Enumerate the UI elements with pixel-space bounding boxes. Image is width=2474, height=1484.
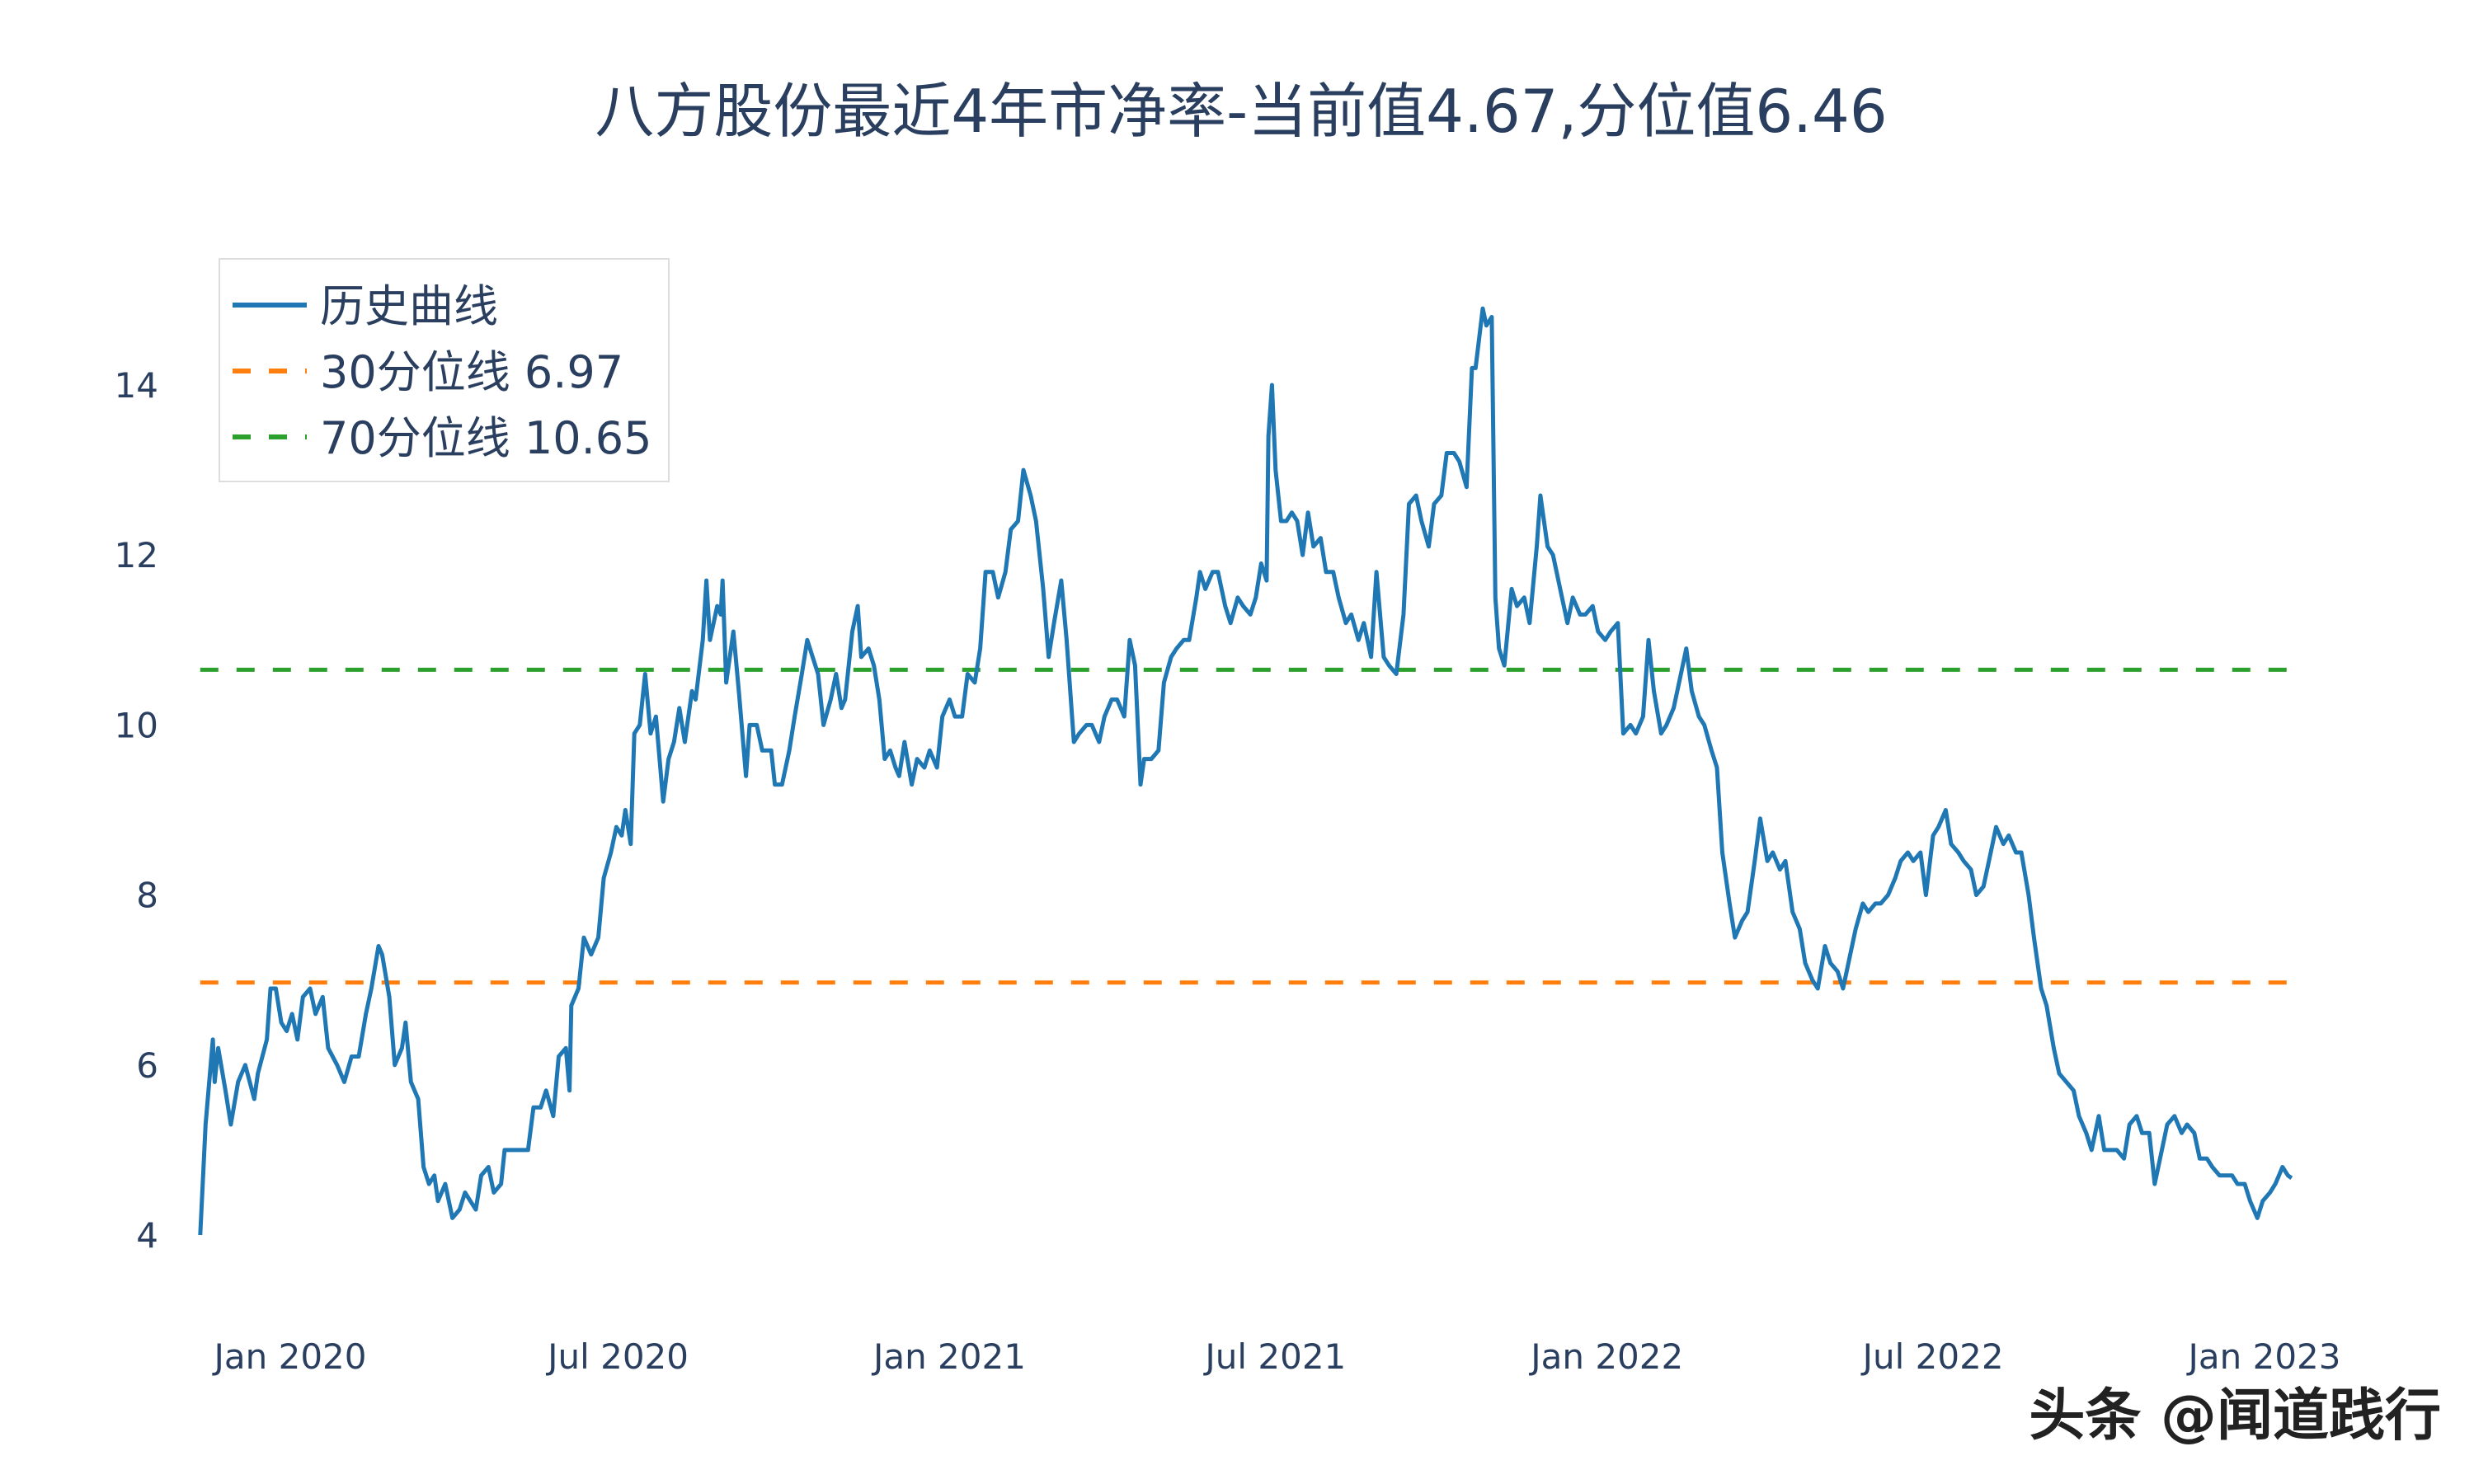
- y-tick-label: 4: [136, 1215, 158, 1256]
- x-tick-label: Jul 2021: [1202, 1336, 1346, 1377]
- y-tick-label: 10: [115, 705, 158, 745]
- chart-title: 八方股份最近4年市净率-当前值4.67,分位值6.46: [595, 77, 1887, 146]
- y-tick-label: 12: [115, 535, 158, 575]
- y-tick-label: 14: [115, 365, 158, 406]
- x-tick-label: Jul 2020: [545, 1336, 689, 1377]
- x-tick-label: Jan 2020: [212, 1336, 367, 1377]
- history-line: [198, 306, 2293, 1236]
- x-tick-label: Jan 2023: [2186, 1336, 2341, 1377]
- y-tick-label: 6: [136, 1045, 158, 1086]
- legend-label-history[interactable]: 历史曲线: [320, 280, 498, 332]
- x-tick-label: Jul 2022: [1860, 1336, 2004, 1377]
- y-axis: 4 6 8 10 12 14: [115, 365, 158, 1256]
- legend-label-p70[interactable]: 70分位线 10.65: [320, 412, 651, 464]
- legend-box: [219, 258, 670, 482]
- watermark: 头条 @闻道践行: [2029, 1383, 2441, 1449]
- x-axis: Jan 2020 Jul 2020 Jan 2021 Jul 2021 Jan 2022…: [212, 1336, 2341, 1377]
- y-tick-label: 8: [136, 876, 158, 916]
- x-tick-label: Jan 2021: [871, 1336, 1026, 1377]
- legend[interactable]: 历史曲线 30分位线 6.97 70分位线 10.65: [219, 258, 670, 482]
- legend-label-p30[interactable]: 30分位线 6.97: [320, 346, 623, 398]
- x-tick-label: Jan 2022: [1528, 1336, 1683, 1377]
- plot-area: [198, 306, 2293, 1236]
